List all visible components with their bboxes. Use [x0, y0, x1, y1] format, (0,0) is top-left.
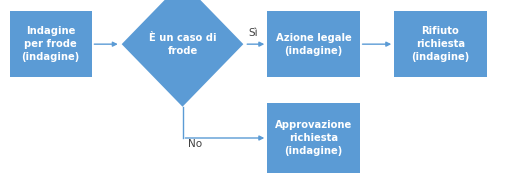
Text: Approvazione
richiesta
(indagine): Approvazione richiesta (indagine): [275, 120, 352, 156]
Text: Rifiuto
richiesta
(indagine): Rifiuto richiesta (indagine): [411, 26, 470, 62]
Text: Azione legale
(indagine): Azione legale (indagine): [276, 33, 351, 56]
Polygon shape: [122, 0, 243, 107]
FancyBboxPatch shape: [267, 103, 360, 173]
Text: Indagine
per frode
(indagine): Indagine per frode (indagine): [21, 26, 80, 62]
FancyBboxPatch shape: [394, 11, 487, 77]
FancyBboxPatch shape: [267, 11, 360, 77]
Text: Sì: Sì: [248, 28, 258, 38]
Text: È un caso di
frode: È un caso di frode: [149, 33, 216, 56]
FancyBboxPatch shape: [10, 11, 92, 77]
Text: No: No: [188, 139, 202, 148]
